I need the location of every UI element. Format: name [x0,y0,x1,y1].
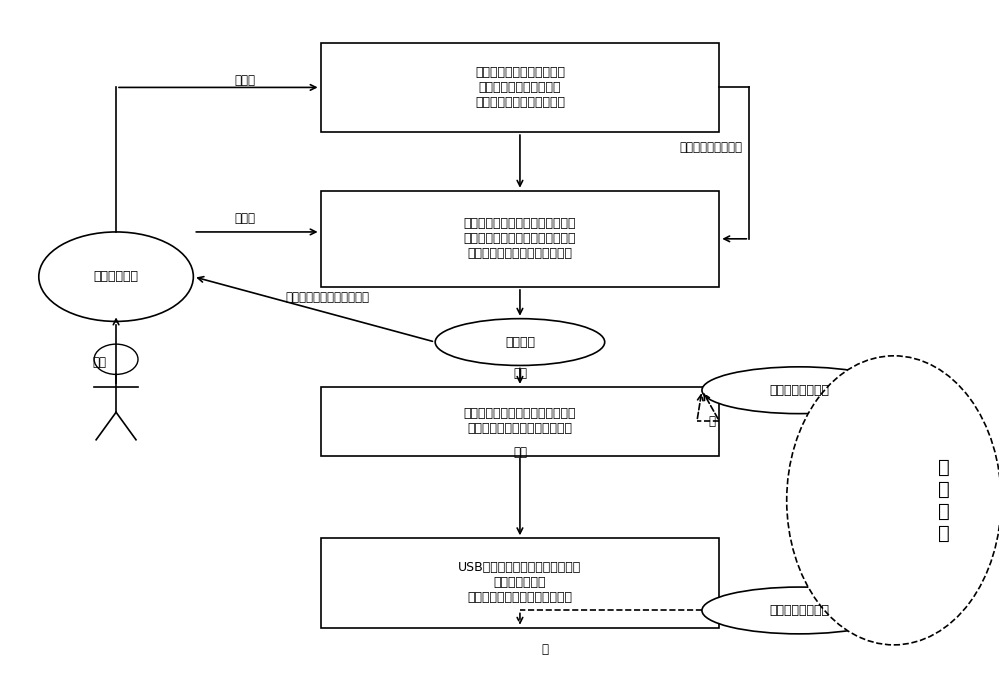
Text: 通讯模块: 通讯模块 [505,336,535,348]
Ellipse shape [435,319,605,366]
Text: 写: 写 [708,415,715,428]
FancyBboxPatch shape [320,538,719,627]
FancyBboxPatch shape [320,43,719,132]
Text: 命令: 命令 [92,356,106,369]
FancyBboxPatch shape [320,191,719,287]
Text: 信道数据接收线程: 信道数据接收线程 [769,384,829,397]
FancyBboxPatch shape [320,387,719,455]
Text: 测量时: 测量时 [235,211,256,225]
Text: 读: 读 [541,643,548,656]
Ellipse shape [702,587,896,634]
Ellipse shape [787,356,1000,645]
Text: 按照信道检测顺序检测信道
信道存在则打开信道设备
不存在提示错误和信道选择: 按照信道检测顺序检测信道 信道存在则打开信道设备 不存在提示错误和信道选择 [475,66,565,109]
Text: 信道数据发送线程: 信道数据发送线程 [769,604,829,617]
Text: 数据: 数据 [513,446,527,459]
Text: 网络仪环境变量、处理结果: 网络仪环境变量、处理结果 [286,291,370,304]
Text: 打包结构变量：网络仪环境变量加
特殊数据头；测试命令直接发送: 打包结构变量：网络仪环境变量加 特殊数据头；测试命令直接发送 [464,407,576,435]
Text: 处理用户测试需求，将频率等测试
信息组成网络仪环境变量写入装置
中，并等待从装置读取处理结果: 处理用户测试需求，将频率等测试 信息组成网络仪环境变量写入装置 中，并等待从装置… [464,218,576,261]
Text: 信
道
解
析: 信 道 解 析 [938,458,950,543]
Text: 启动时: 启动时 [235,74,256,87]
Text: 服务应用程序: 服务应用程序 [94,270,139,283]
Text: USB信道通过接口芯片的驱动程序
发送和接收数据
其他信道通过网络模式收发数据: USB信道通过接口芯片的驱动程序 发送和接收数据 其他信道通过网络模式收发数据 [458,561,582,605]
Ellipse shape [702,367,896,414]
Ellipse shape [39,232,193,321]
Text: 测试变量、测试结果: 测试变量、测试结果 [680,142,742,155]
Text: 数据: 数据 [513,366,527,379]
